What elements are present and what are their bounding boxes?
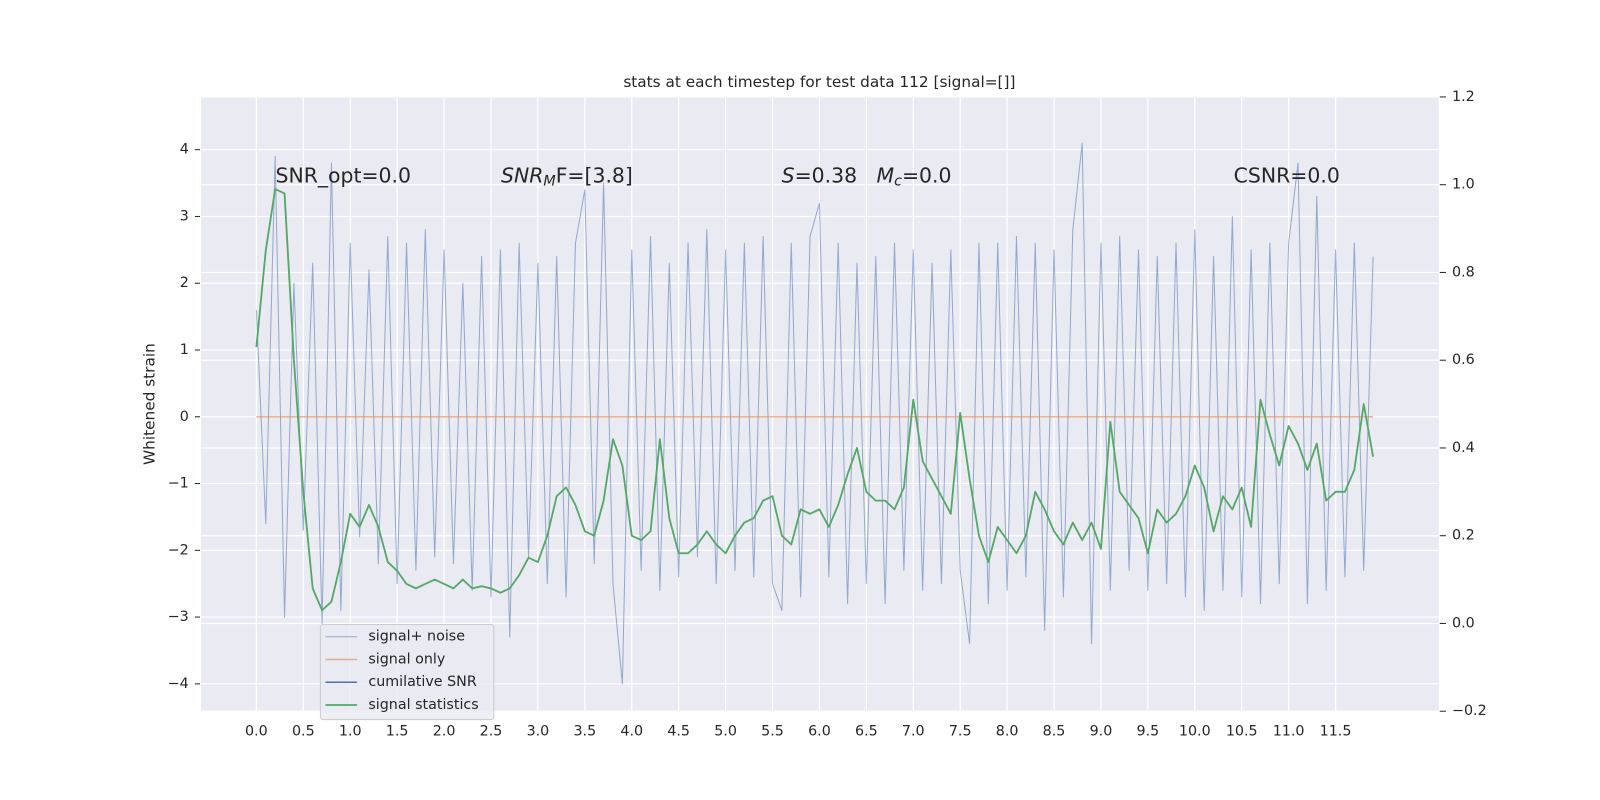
x-tick-label: 2.0 [433,724,456,740]
annotation-part: S [782,164,795,188]
x-tick-label: 0.0 [245,724,268,740]
y-tick-label: −1 [168,476,189,492]
y2-tick-label: 1.2 [1452,89,1475,105]
x-tick-label: 3.5 [573,724,596,740]
y-tick-label: −2 [168,542,189,558]
x-tick-label: 4.5 [667,724,690,740]
x-tick-label: 7.5 [949,724,972,740]
x-tick-label: 0.5 [292,724,315,740]
y2-tick-label: 0.0 [1452,615,1475,631]
x-tick-label: 8.0 [996,724,1019,740]
annotation-part: c [894,174,902,190]
legend-box [319,623,495,721]
annotation-part: M [877,164,895,188]
y-tick-label: 2 [180,275,189,291]
y2-tick-label: 1.0 [1452,177,1475,193]
annotation: Mc=0.0 [877,164,952,190]
annotation: S=0.38 [782,164,857,188]
legend-label: signal statistics [368,697,478,713]
legend-label: signal only [368,651,445,667]
x-tick-label: 7.0 [902,724,925,740]
annotation: SNR_opt=0.0 [276,164,412,189]
y-tick-label: 4 [180,142,189,158]
x-tick-label: 8.5 [1043,724,1066,740]
x-tick-label: 6.0 [808,724,831,740]
x-tick-label: 11.5 [1320,724,1352,740]
y-axis-label: Whitened strain [141,343,159,465]
y-tick-label: −3 [168,609,189,625]
legend-label: cumilative SNR [368,674,476,690]
x-tick-label: 6.5 [855,724,878,740]
annotation-part: F=[3.8] [556,164,633,188]
x-tick-label: 5.5 [761,724,784,740]
annotation-part: M [543,174,555,190]
annotation: SNRMF=[3.8] [501,164,633,190]
y2-tick-label: −0.2 [1452,703,1487,719]
y2-tick-label: 0.8 [1452,264,1475,280]
x-tick-label: 2.5 [480,724,503,740]
y2-tick-label: 0.6 [1452,352,1475,368]
x-tick-label: 9.0 [1090,724,1113,740]
x-tick-label: 1.5 [386,724,409,740]
annotation-part: SNR [501,164,543,188]
x-tick-label: 1.0 [339,724,362,740]
y-tick-label: 0 [180,409,189,425]
x-tick-label: 10.5 [1226,724,1258,740]
y2-tick-label: 0.4 [1452,440,1475,456]
x-tick-label: 3.0 [527,724,550,740]
annotation-part: =0.38 [795,164,858,188]
x-tick-label: 9.5 [1137,724,1160,740]
chart-title: stats at each timestep for test data 112… [623,73,1015,91]
y-tick-label: −4 [168,676,189,692]
y-tick-label: 3 [180,208,189,224]
annotation-part: =0.0 [902,164,952,188]
x-tick-label: 5.0 [714,724,737,740]
y2-tick-label: 0.2 [1452,528,1475,544]
legend-label: signal+ noise [368,629,465,645]
y-tick-label: 1 [180,342,189,358]
annotation: CSNR=0.0 [1234,164,1340,188]
x-tick-label: 11.0 [1273,724,1305,740]
x-tick-label: 4.0 [620,724,643,740]
series-line [255,142,1374,685]
x-tick-label: 10.0 [1179,724,1211,740]
series-line [255,188,1374,612]
